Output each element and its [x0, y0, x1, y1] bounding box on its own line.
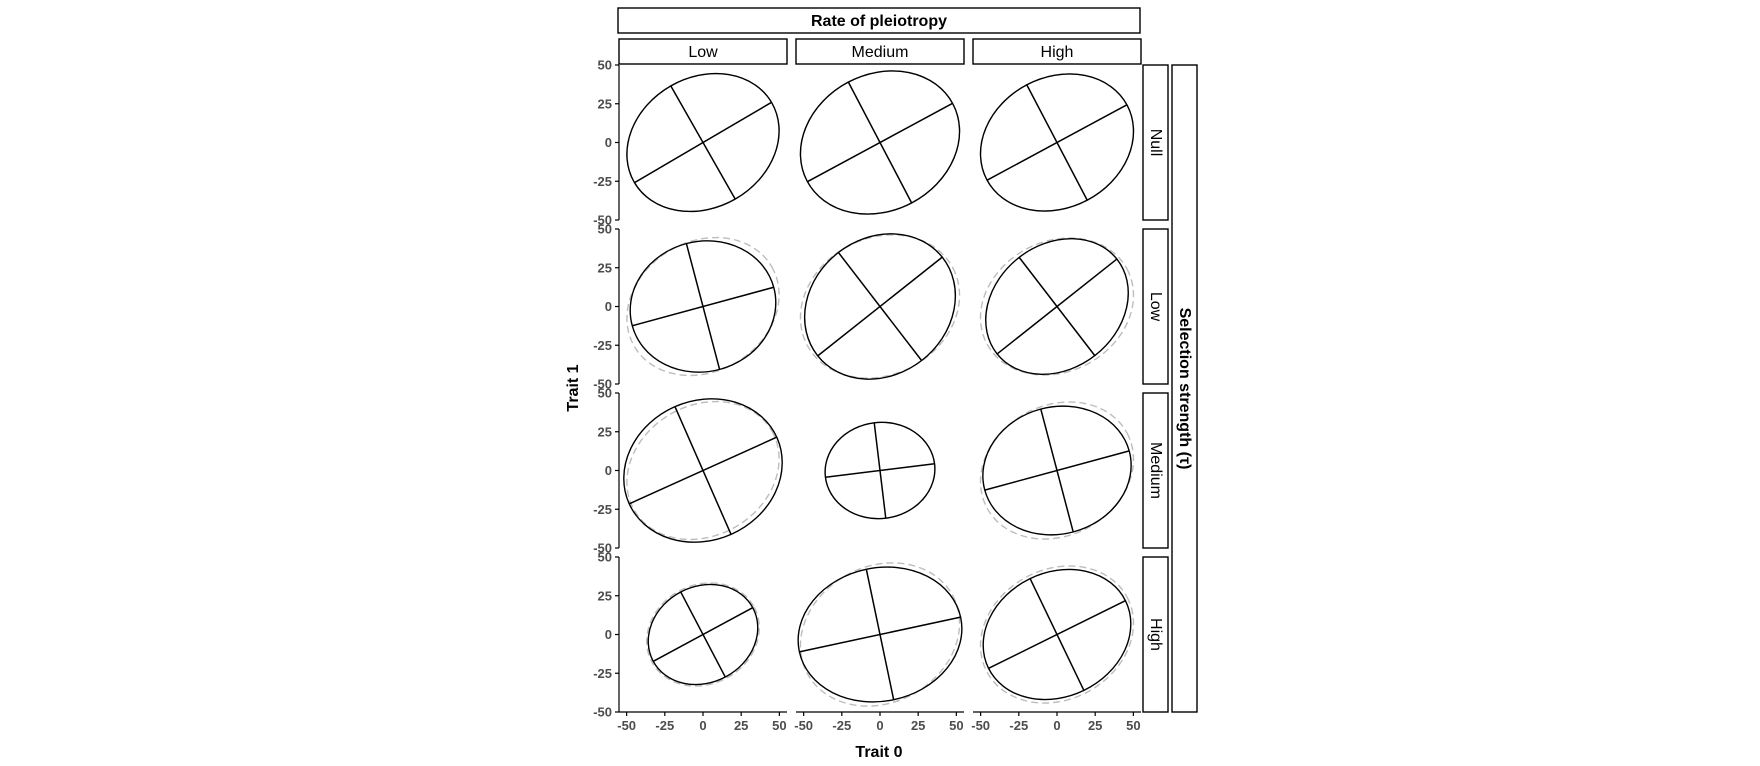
panel-null-high [979, 73, 1135, 212]
y-tick-label: -50 [593, 541, 612, 556]
reference-ellipse [646, 582, 760, 687]
panel-null-medium [799, 70, 961, 215]
row-facet-title: Selection strength (τ) [1176, 308, 1193, 470]
reference-ellipse [979, 401, 1135, 540]
row-facet-strips: Null Low Medium High [1142, 64, 1169, 713]
row-strip-label-low: Low [1147, 292, 1164, 322]
col-strip-low [618, 38, 788, 65]
y-tick-label: -25 [593, 666, 612, 681]
minor-axis-line [1029, 578, 1085, 691]
y-tick-label: 0 [605, 135, 612, 150]
y-tick-label: -50 [593, 377, 612, 392]
x-tick-label: -25 [655, 718, 674, 733]
panel-medium-medium [824, 421, 936, 520]
y-tick-label: -50 [593, 213, 612, 228]
x-tick-label: 25 [734, 718, 748, 733]
col-facet-title: Rate of pleiotropy [811, 13, 947, 30]
minor-axis-line [873, 422, 887, 519]
y-tick-label: 50 [598, 550, 612, 565]
x-tick-label: 0 [699, 718, 706, 733]
x-tick-label: -25 [1009, 718, 1028, 733]
panel-high-low [646, 582, 760, 687]
column-facet-strips: Low Medium High [618, 38, 1142, 65]
reference-ellipse [979, 237, 1135, 376]
y-tick-label: 50 [598, 386, 612, 401]
y-tick-label: -50 [593, 705, 612, 720]
y-tick-label: -25 [593, 502, 612, 517]
y-tick-label: 50 [598, 222, 612, 237]
minor-axis-line [1040, 408, 1074, 533]
x-tick-label: 25 [911, 718, 925, 733]
x-axes: -50 -25 0 25 50 -50 -25 0 25 50 -50 -25 0 25 50 [617, 711, 1141, 733]
minor-axis-line [838, 252, 922, 361]
x-axis-title: Trait 0 [855, 744, 902, 761]
col-strip-label-medium: Medium [852, 44, 909, 61]
reference-ellipse [979, 565, 1135, 704]
panel-low-medium [799, 233, 961, 380]
x-tick-label: -50 [794, 718, 813, 733]
minor-axis-line [847, 81, 913, 204]
row-strip-label-null: Null [1147, 129, 1164, 157]
y-tick-label: 0 [605, 627, 612, 642]
col-strip-label-low: Low [688, 44, 718, 61]
row-strip-label-high: High [1147, 618, 1164, 651]
y-tick-label: 25 [598, 588, 612, 603]
panel-null-low [626, 72, 780, 213]
row-strip-low [1142, 228, 1169, 385]
y-tick-label: 25 [598, 424, 612, 439]
x-tick-label: 50 [772, 718, 786, 733]
x-tick-label: 50 [1126, 718, 1140, 733]
minor-axis-line [680, 591, 726, 678]
y-tick-label: -25 [593, 174, 612, 189]
y-tick-label: 0 [605, 463, 612, 478]
x-tick-label: 0 [876, 718, 883, 733]
facet-panels [623, 70, 1135, 707]
x-tick-label: 50 [949, 718, 963, 733]
x-tick-label: -25 [832, 718, 851, 733]
x-tick-label: 25 [1088, 718, 1102, 733]
minor-axis-line [670, 85, 736, 200]
y-axes: -50-2502550-50-2502550-50-2502550-50-250… [593, 58, 620, 720]
minor-axis-line [865, 569, 895, 700]
x-tick-label: 0 [1053, 718, 1060, 733]
y-tick-label: 25 [598, 260, 612, 275]
panel-medium-low [623, 398, 783, 543]
row-facet-title-strip [1171, 64, 1198, 713]
panel-low-low [626, 236, 780, 377]
row-strip-high [1142, 556, 1169, 713]
minor-axis-line [674, 406, 732, 535]
y-tick-label: -25 [593, 338, 612, 353]
y-tick-label: 50 [598, 58, 612, 73]
minor-axis-line [685, 243, 721, 370]
minor-axis-line [1018, 257, 1096, 356]
col-strip-high [972, 38, 1142, 65]
col-strip-label-high: High [1041, 44, 1074, 61]
y-axis-title: Trait 1 [565, 364, 582, 411]
row-strip-label-medium: Medium [1147, 442, 1164, 499]
panel-high-medium [797, 562, 963, 707]
row-strip-null [1142, 64, 1169, 221]
y-tick-label: 25 [598, 96, 612, 111]
col-strip-medium [795, 38, 965, 65]
panel-medium-high [979, 401, 1135, 540]
x-tick-label: -50 [617, 718, 636, 733]
reference-ellipse [626, 400, 780, 541]
panel-high-high [979, 565, 1135, 704]
col-facet-title-strip [617, 7, 1141, 34]
x-tick-label: -50 [971, 718, 990, 733]
row-strip-medium [1142, 392, 1169, 549]
panel-low-high [979, 237, 1135, 376]
y-tick-label: 0 [605, 299, 612, 314]
minor-axis-line [1026, 84, 1088, 201]
